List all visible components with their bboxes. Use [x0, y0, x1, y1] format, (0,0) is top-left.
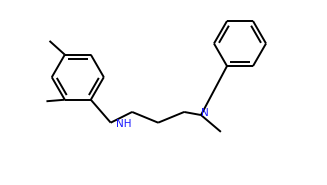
Text: NH: NH — [116, 119, 132, 129]
Text: N: N — [201, 108, 209, 118]
